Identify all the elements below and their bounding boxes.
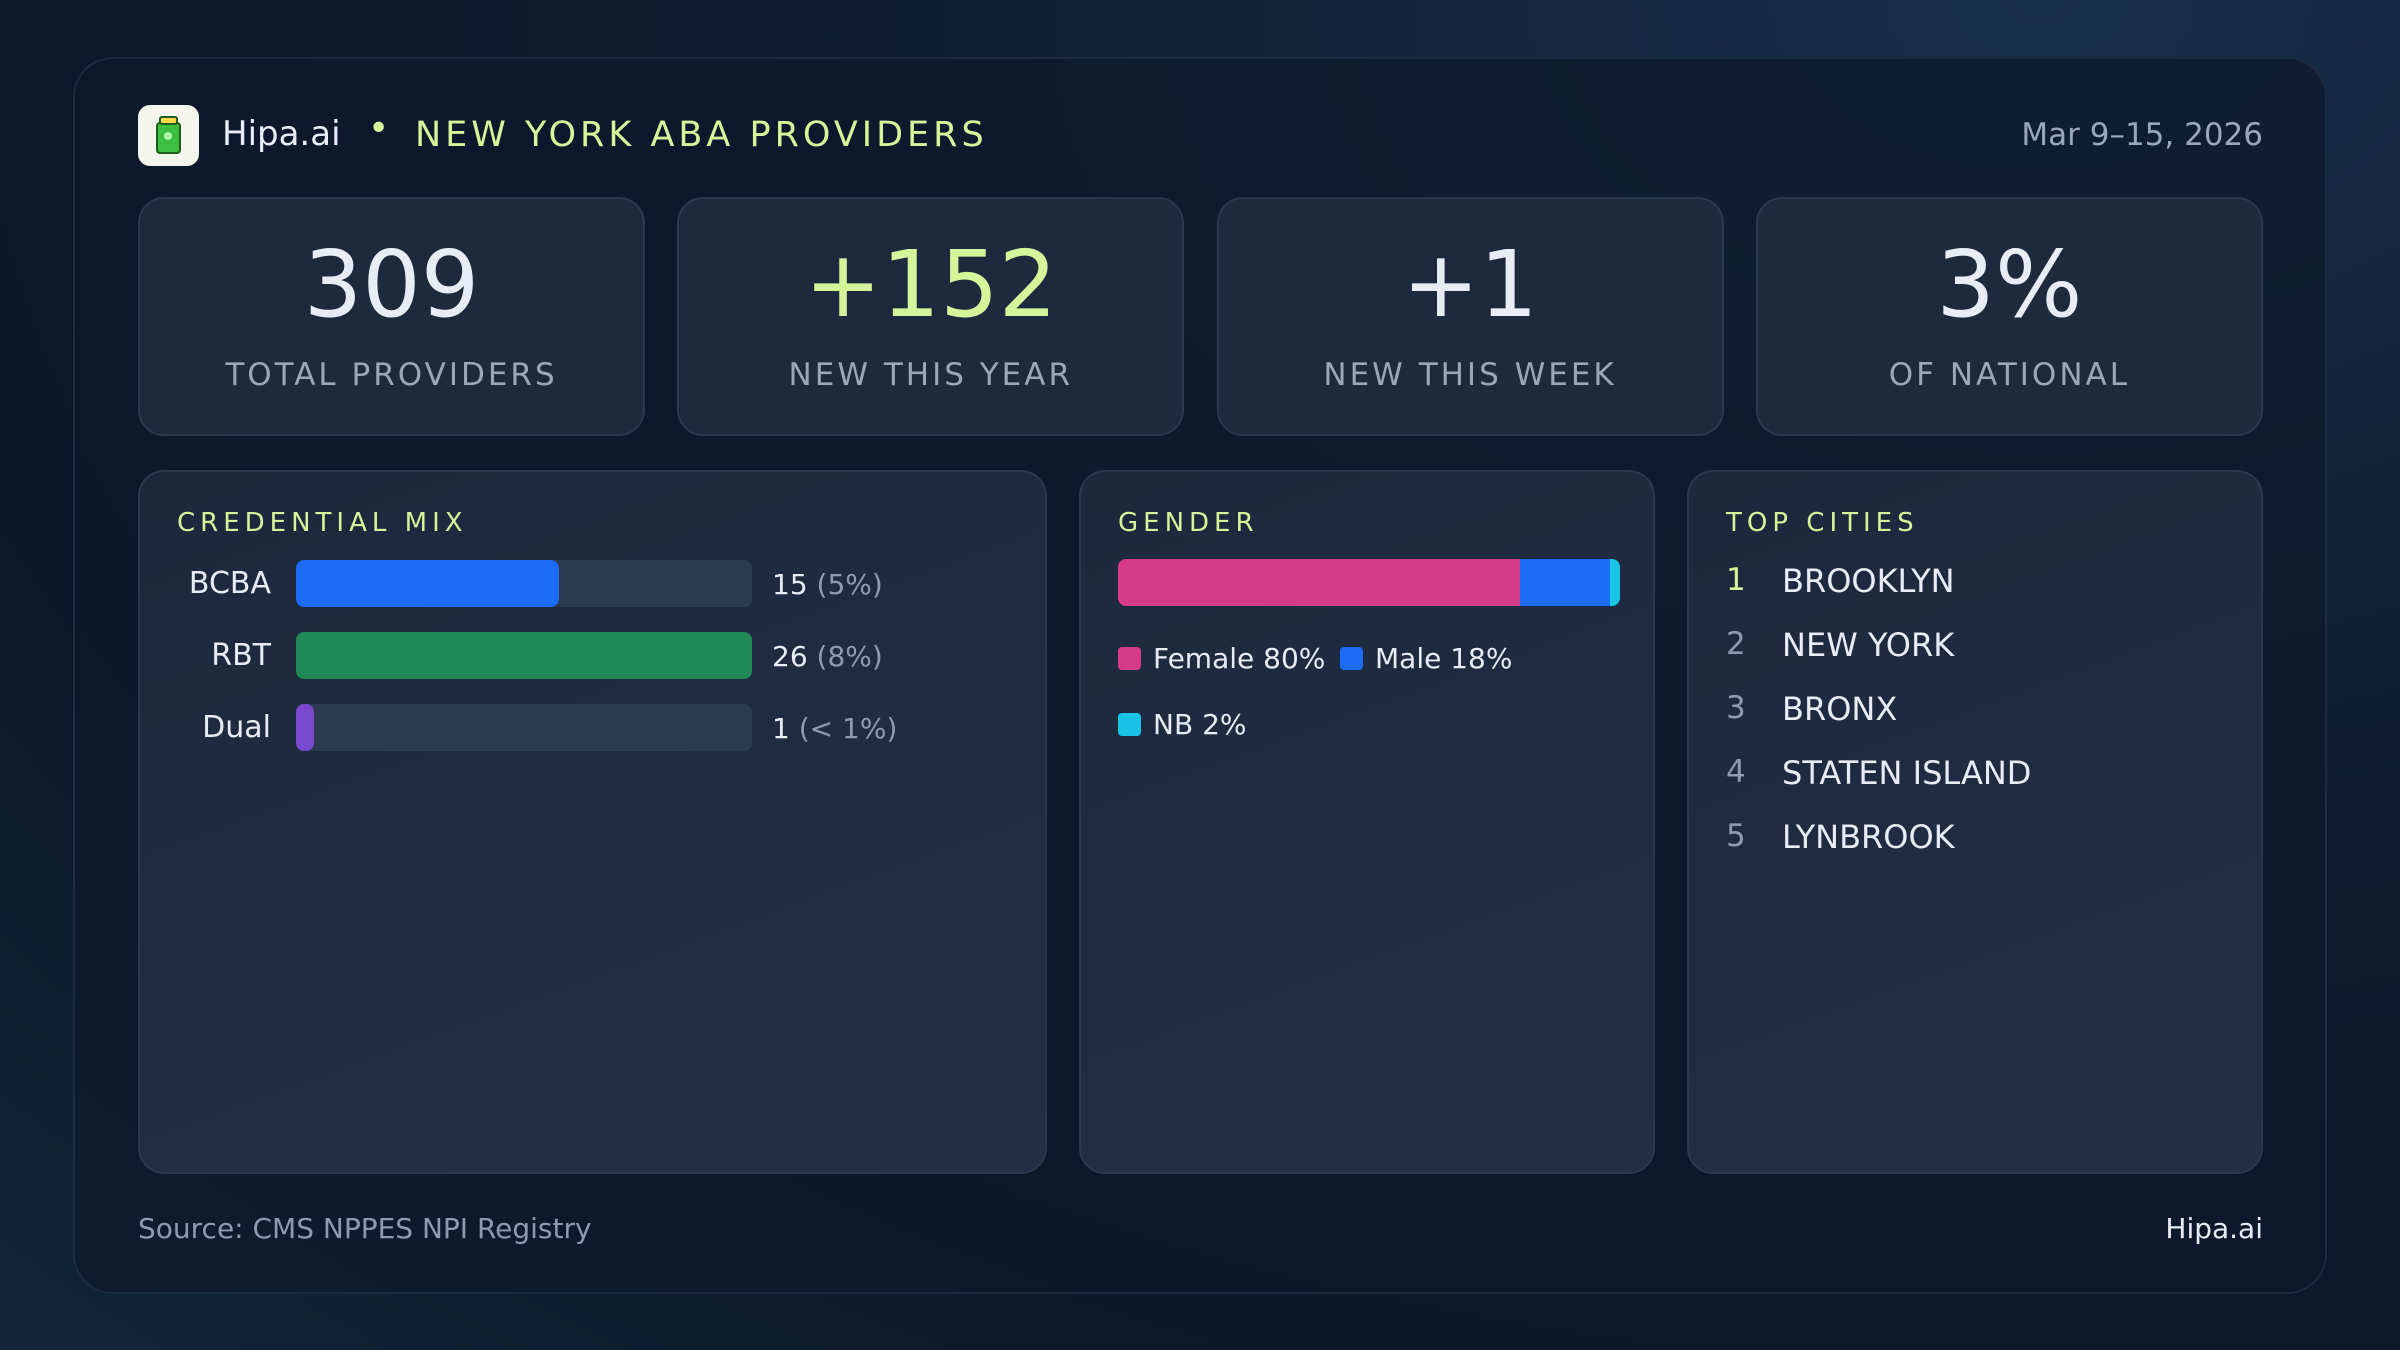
category-label: Dual [202,710,271,745]
footer-brand: Hipa.ai [2165,1212,2263,1245]
value-label: 15 (5%) [772,568,883,601]
city-name: STATEN ISLAND [1782,754,2032,792]
city-rank: 3 [1726,690,1746,726]
bar [296,560,560,607]
bar-segment [1519,559,1610,606]
city-rank: 4 [1726,754,1746,790]
kpi-value: 3% [1936,231,2083,338]
city-rank: 5 [1726,818,1746,854]
kpi-card: +1 NEW THIS WEEK [1216,197,1724,436]
city-name: LYNBROOK [1782,818,1955,856]
legend-item: NB 2% [1118,708,1246,741]
legend-value: 18% [1450,642,1513,675]
legend-name: Male [1375,642,1442,675]
category-label: RBT [211,638,271,673]
kpi-value: 309 [303,231,480,338]
legend-swatch [1118,647,1141,670]
kpi-label: TOTAL PROVIDERS [225,357,558,393]
legend-item: Male 18% [1340,642,1512,675]
bar-track [296,704,752,751]
city-rank: 2 [1726,626,1746,662]
legend-swatch [1118,713,1141,736]
separator-dot: • [368,108,390,149]
section-title: GENDER [1118,508,1259,538]
kpi-value: +1 [1402,231,1538,338]
value: 26 [772,640,808,673]
share: (< 1%) [798,712,898,745]
legend-text: Male 18% [1375,642,1512,675]
stacked-bar [1118,559,1620,606]
value-label: 1 (< 1%) [772,712,897,745]
logo-icon [156,116,181,154]
kpi-label: NEW THIS WEEK [1323,357,1617,393]
city-name: NEW YORK [1782,626,1955,664]
legend-item: Female 80% [1118,642,1325,675]
city-name: BRONX [1782,690,1898,728]
bar [296,704,314,751]
kpi-label: OF NATIONAL [1888,357,2130,393]
value: 15 [772,568,808,601]
kpi-card: 3% OF NATIONAL [1755,197,2263,436]
kpi-label: NEW THIS YEAR [788,357,1074,393]
header-title: NEW YORK ABA PROVIDERS [415,115,988,155]
city-rank: 1 [1726,562,1746,598]
category-label: BCBA [188,566,271,601]
bar-segment [1118,559,1520,606]
bar-segment [1609,559,1620,606]
city-name: BROOKLYN [1782,562,1955,600]
cities-panel: TOP CITIES 1 BROOKLYN 2 NEW YORK 3 BRONX 4 STATE… [1687,470,2263,1174]
legend-value: 80% [1263,642,1326,675]
kpi-card: +152 NEW THIS YEAR [677,197,1185,436]
legend-name: NB [1153,708,1194,741]
brand: Hipa.ai [222,114,341,154]
date-range: Mar 9–15, 2026 [2021,117,2263,153]
kpi-card: 309 TOTAL PROVIDERS [138,197,645,436]
legend-name: Female [1153,642,1255,675]
source: Source: CMS NPPES NPI Registry [138,1212,592,1245]
gender-panel: GENDER Female 80% Male 18% NB 2% [1079,470,1655,1174]
legend-value: 2% [1202,708,1247,741]
section-title: TOP CITIES [1726,508,1919,538]
legend-text: Female 80% [1153,642,1325,675]
share: (5%) [816,568,883,601]
logo [138,105,199,166]
bar [296,632,752,679]
legend-swatch [1340,647,1363,670]
credential-panel: CREDENTIAL MIX BCBA 15 (5%) RBT 26 (8%) Dual 1… [138,470,1047,1174]
kpi-value: +152 [804,231,1058,338]
value: 1 [772,712,790,745]
section-title: CREDENTIAL MIX [177,508,468,538]
value-label: 26 (8%) [772,640,883,673]
legend-text: NB 2% [1153,708,1246,741]
share: (8%) [816,640,883,673]
